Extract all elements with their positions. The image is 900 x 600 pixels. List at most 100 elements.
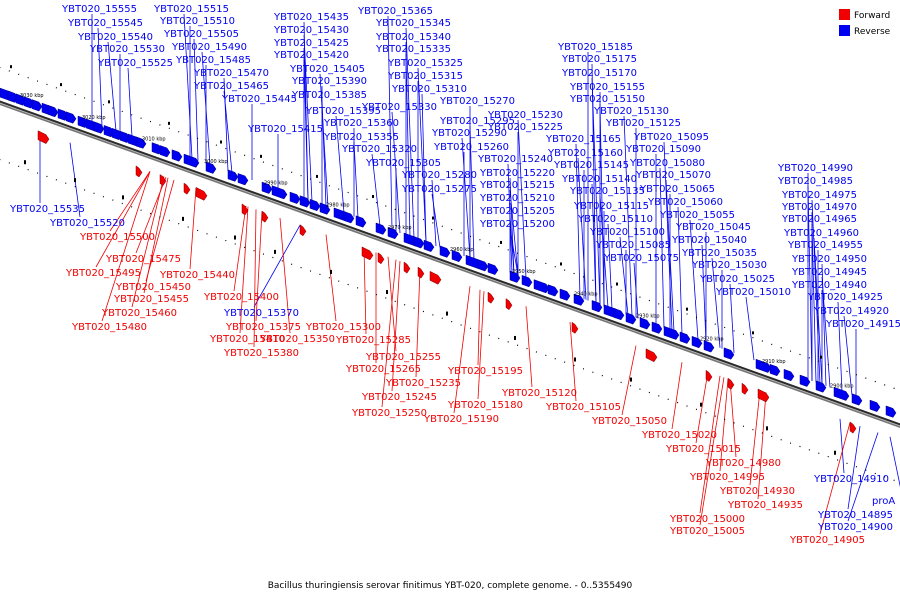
label-leader-line [807,185,813,381]
gene-label-reverse-above: YBT020_15405 [289,64,365,75]
gene-label-reverse-above: YBT020_15555 [61,4,137,15]
gene-label-forward: YBT020_15480 [71,322,147,333]
label-leader-line [699,375,721,514]
reverse-gene-arrow [755,358,772,373]
gene-label-reverse-below: YBT020_14900 [817,522,893,533]
label-leader-line [811,223,817,383]
gene-label-reverse-above: YBT020_14985 [777,176,853,187]
reverse-gene-arrow [237,173,249,186]
ruler-tick-label: 3000 kbp [204,159,228,165]
label-leader-line [847,426,861,510]
gene-label-reverse-above: YBT020_15045 [675,222,751,233]
lower-marker [182,216,184,221]
lower-marker [574,357,576,362]
gene-label-forward: YBT020_15495 [65,268,141,279]
gene-label-forward: YBT020_15245 [361,392,437,403]
legend-reverse-swatch [839,25,850,36]
gene-label-reverse-above: YBT020_14940 [791,280,867,291]
gene-label-forward: YBT020_15375 [225,322,301,333]
lower-marker [122,195,124,200]
label-leader-line [183,13,193,159]
reverse-gene-arrow [439,245,451,258]
label-leader-line [619,236,629,315]
gene-label-reverse-above: YBT020_15330 [361,102,437,113]
upper-marker [168,121,170,125]
reverse-gene-arrow [833,386,850,401]
label-leader-line [239,206,249,334]
label-leader-line [757,392,767,500]
forward-gene-arrow [849,421,857,434]
reverse-gene-arrow [663,325,680,340]
reverse-gene-arrow [261,181,273,194]
gene-label-reverse-above: YBT020_15485 [175,55,251,66]
reverse-gene-arrow [289,191,301,204]
gene-label-reverse-above: YBT020_15205 [479,206,555,217]
gene-label-reverse-above: YBT020_15100 [589,227,665,238]
label-leader-line [253,209,257,348]
forward-gene-arrow [159,173,167,186]
gene-label-reverse-above: YBT020_15420 [273,50,349,61]
label-leader-line [325,234,337,322]
upper-marker [316,174,318,178]
label-leader-line [749,390,761,486]
reverse-gene-arrow [521,274,533,288]
gene-label-forward: YBT020_15015 [665,444,741,455]
gene-label-reverse-above: YBT020_15160 [547,148,623,159]
gene-label-forward: YBT020_15250 [351,408,427,419]
gene-label-reverse-above: YBT020_15415 [247,124,323,135]
label-leader-line [255,211,263,322]
upper-marker [752,331,754,335]
label-leader-line [699,377,725,526]
label-leader-line [509,228,519,276]
reverse-gene-arrow [651,321,663,334]
label-leader-line [517,119,527,279]
label-leader-line [525,306,533,388]
label-leader-line [233,205,247,292]
label-leader-line [695,371,709,444]
lower-marker [24,160,26,165]
gene-label-reverse-above: YBT020_15200 [479,219,555,230]
reverse-gene-arrow [227,169,239,182]
forward-gene-arrow [299,224,307,237]
label-leader-line [821,276,831,388]
gene-label-forward: YBT020_15190 [423,414,499,425]
upper-marker [500,240,502,244]
label-leader-line [193,38,199,161]
label-leader-line [607,223,613,310]
label-leader-line [577,157,587,300]
reverse-gene-arrow [477,259,489,272]
label-leader-line [371,153,381,226]
gene-label-reverse-above: YBT020_15110 [577,214,653,225]
upper-marker [372,195,374,199]
forward-gene-arrow [403,261,411,274]
label-leader-line [417,67,427,243]
legend: Forward Reverse [839,9,891,37]
gene-label-reverse-above: YBT020_15345 [375,18,451,29]
label-leader-line [711,257,721,348]
lower-marker [766,426,768,431]
ruler-tick-label: 2960 kbp [450,247,474,253]
gene-label-forward: YBT020_15300 [305,322,381,333]
gene-label-reverse-above: YBT020_15525 [97,58,173,69]
label-leader-line [839,418,845,474]
label-leader-line [591,183,597,304]
gene-label-reverse-above: YBT020_14970 [781,202,857,213]
label-leader-line [745,296,755,361]
label-leader-line [575,143,581,298]
label-leader-line [321,99,327,207]
gene-label-reverse-above: YBT020_15275 [401,184,477,195]
label-leader-line [599,103,605,307]
reverse-gene-arrow [65,111,77,124]
gene-label-reverse-above: YBT020_15530 [89,44,165,55]
ruler-tick-label: 2930 kbp [636,314,660,320]
gene-label-forward: YBT020_15475 [105,254,181,265]
gene-label-reverse-above: YBT020_15320 [341,144,417,155]
gene-label-forward: YBT020_14935 [727,500,803,511]
gene-label-reverse-above: YBT020_15510 [159,16,235,27]
label-leader-line [847,432,879,522]
ruler-tick-label: 2990 kbp [264,180,288,186]
reverse-gene-arrow [309,198,321,212]
gene-label-reverse-above: YBT020_15430 [273,25,349,36]
